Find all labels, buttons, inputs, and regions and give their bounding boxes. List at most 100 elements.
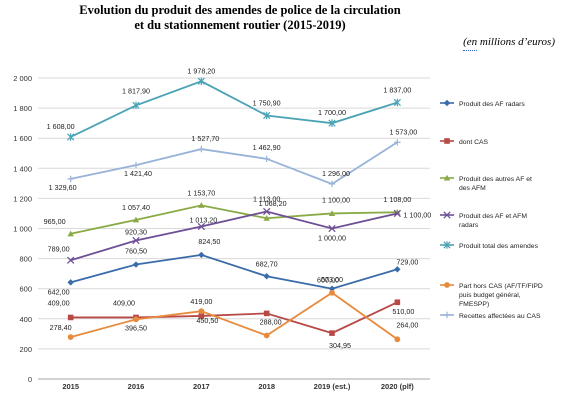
- data-point: [132, 216, 140, 223]
- series-line: [70, 253, 398, 290]
- spellcheck-underline: [463, 47, 478, 51]
- data-point: [67, 279, 74, 286]
- legend-label: Produit total des amendes: [459, 243, 539, 250]
- data-point: [197, 222, 205, 231]
- data-point: [198, 145, 205, 153]
- data-label: 1 113,00: [253, 194, 280, 203]
- data-label: 1 837,00: [383, 86, 411, 95]
- data-point: [132, 261, 140, 268]
- y-tick-label: 600: [19, 285, 32, 294]
- data-point: [263, 155, 270, 163]
- x-tick-label: 2018: [258, 382, 275, 391]
- data-label: 396,50: [125, 323, 147, 332]
- data-point: [329, 289, 335, 296]
- data-label: 1 421,40: [124, 169, 152, 178]
- x-tick-label: 2016: [128, 382, 145, 391]
- chart-title: Evolution du produit des amendes de poli…: [0, 3, 480, 33]
- data-point: [132, 236, 140, 245]
- data-label: 1 013,20: [189, 216, 217, 225]
- data-label: 920,30: [125, 227, 147, 236]
- data-label: 264,00: [396, 320, 418, 329]
- data-point: [393, 98, 401, 107]
- series-line: [70, 210, 398, 262]
- units-note-text: (en millions d’euros): [463, 36, 555, 48]
- series-6: 278,40 396,50 450,50 288,00 573,00 264,00: [50, 275, 418, 343]
- data-point: [67, 230, 74, 237]
- x-tick-label: 2017: [193, 382, 210, 391]
- data-label: 1 573,00: [389, 127, 417, 136]
- series-7: 1 329,60 1 421,40 1 527,70 1 462,90 1 296,00…: [49, 127, 418, 192]
- data-label: 682,70: [256, 259, 278, 268]
- y-tick-label: 200: [19, 345, 32, 354]
- data-label: 1 000,00: [318, 234, 346, 243]
- data-label: 1 817,90: [122, 86, 150, 95]
- data-point: [328, 285, 336, 292]
- data-point: [394, 266, 401, 273]
- data-point: [198, 313, 205, 319]
- series-line: [70, 204, 398, 235]
- chart-title-line2: et du stationnement routier (2015-2019): [134, 18, 346, 32]
- y-tick-label: 1 400: [13, 164, 32, 173]
- data-label: 288,00: [260, 318, 282, 327]
- data-point: [263, 207, 271, 216]
- data-point: [198, 251, 205, 259]
- data-label: 729,00: [396, 257, 418, 266]
- x-tick-label: 2020 (plf): [381, 382, 414, 391]
- data-point: [328, 119, 336, 127]
- data-label: 642,00: [48, 287, 70, 296]
- chart-title-line1: Evolution du produit des amendes de poli…: [79, 3, 401, 17]
- series-2: 409,00 409,00 419,00 304,95 510,00: [48, 297, 415, 350]
- legend-label: Produit des autres AF et des AFM: [459, 176, 532, 192]
- data-label: 1 462,90: [253, 143, 281, 152]
- data-point: [444, 138, 450, 144]
- legend-label: Recettes affectées au CAS: [459, 313, 541, 320]
- y-tick-label: 800: [19, 255, 32, 264]
- data-point: [67, 334, 74, 341]
- data-point: [197, 77, 205, 86]
- series-3: 965,00 1 057,40 1 153,70 1 068,20 1 100,00 1 …: [44, 188, 411, 237]
- data-label: 450,50: [196, 316, 218, 325]
- series-line: [70, 301, 398, 335]
- data-point: [263, 215, 270, 221]
- data-label: 573,00: [321, 275, 343, 284]
- data-point: [443, 241, 451, 249]
- legend-label: Produit des AF et AFM radars: [459, 213, 527, 229]
- data-point: [67, 314, 74, 321]
- data-label: 824,50: [198, 237, 220, 246]
- data-label: 304,95: [329, 341, 351, 350]
- data-label: 1 608,00: [47, 122, 75, 131]
- y-tick-label: 1 600: [13, 134, 32, 143]
- data-label: 600,00: [317, 276, 339, 285]
- data-label: 278,40: [50, 323, 72, 332]
- series-line: [70, 80, 398, 138]
- data-label: 1 153,70: [187, 188, 215, 197]
- series-line: [70, 291, 398, 341]
- y-tick-label: 1 800: [13, 104, 32, 113]
- data-label: 1 978,20: [187, 66, 215, 75]
- data-label: 1 100,00: [403, 210, 431, 219]
- data-label: 1 296,00: [322, 169, 350, 178]
- y-tick-label: 2 000: [13, 74, 32, 83]
- data-point: [133, 316, 139, 323]
- data-point: [263, 111, 271, 120]
- data-point: [443, 99, 451, 107]
- data-point: [443, 174, 451, 181]
- legend-label: dont CAS: [459, 139, 489, 146]
- data-point: [393, 209, 401, 218]
- x-tick-label: 2015: [62, 382, 79, 391]
- y-tick-label: 1 000: [13, 225, 32, 234]
- data-label: 1 700,00: [318, 108, 346, 117]
- data-label: 1 108,00: [383, 195, 411, 204]
- data-label: 409,00: [113, 298, 135, 307]
- series-1: 642,00 760,50 824,50 682,70 600,00 729,00: [48, 237, 419, 296]
- data-point: [67, 175, 74, 183]
- data-point: [67, 256, 75, 264]
- data-point: [329, 330, 335, 336]
- series-4: 789,00 920,30 1 013,20 1 113,00 1 000,00 1 10…: [48, 194, 431, 264]
- legend-label: Part hors CAS (AF/TF/FIPD puis budget gén…: [459, 283, 543, 308]
- legend-label: Produit des AF radars: [459, 101, 525, 108]
- data-label: 789,00: [48, 244, 70, 253]
- units-note: (en millions d’euros): [463, 36, 555, 51]
- data-point: [132, 161, 140, 169]
